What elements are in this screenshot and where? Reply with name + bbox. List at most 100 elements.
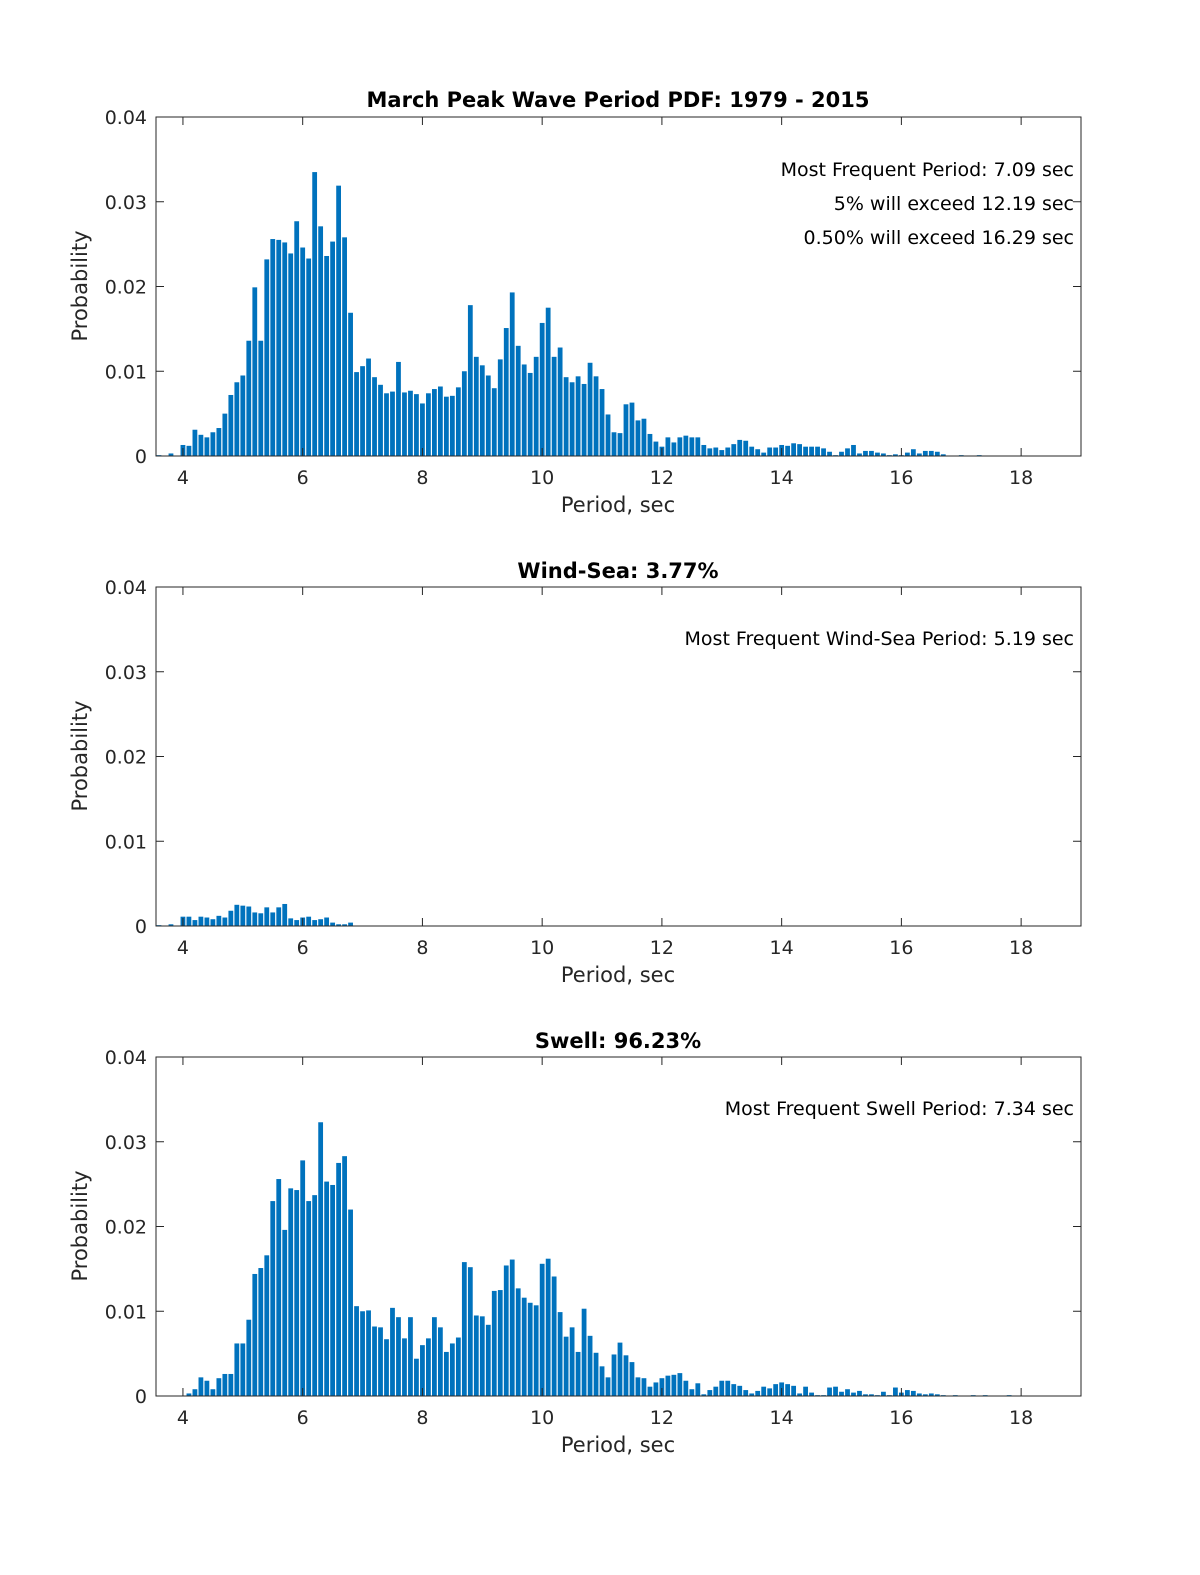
bar [725,1380,731,1396]
bar [360,1311,365,1396]
bar [228,910,234,926]
y-tick-label: 0.03 [105,662,147,684]
bar [916,453,922,456]
bar [587,1335,593,1396]
bar [707,1390,713,1396]
y-tick-label: 0.03 [105,192,147,214]
x-tick-label: 4 [177,1407,189,1429]
bar [533,356,539,456]
y-axis-label: Probability [68,230,92,341]
bar [467,1267,473,1396]
bar-series [156,903,353,926]
bar [294,221,300,456]
bar [402,1338,407,1396]
bar [240,905,246,926]
bar [348,312,353,456]
bar [719,1380,725,1396]
x-tick-label: 6 [297,1407,309,1429]
chart-title: Swell: 96.23% [535,1029,701,1053]
bar [276,239,282,456]
bar [252,1273,258,1396]
bar [378,1327,383,1396]
y-tick-label: 0.03 [105,1132,147,1154]
bar [414,394,419,456]
bar [300,247,306,456]
bar [827,1387,832,1396]
bar [228,394,234,456]
y-tick-labels: 0 0.01 0.02 0.03 0.04 [105,1047,147,1408]
bar [222,917,228,926]
bar [258,340,264,456]
bar [497,359,503,456]
y-tick-label: 0.04 [105,1047,147,1069]
bar [719,450,725,456]
bar [306,916,312,926]
bar [904,1390,910,1396]
bar [922,1394,928,1396]
bar [611,432,617,456]
x-tick-label: 6 [297,467,309,489]
bar [677,437,683,456]
bar [437,1327,443,1396]
bar [408,1317,413,1396]
bar [617,1342,623,1396]
bar [881,453,886,456]
bar [659,1378,665,1396]
bar [288,253,294,456]
bar [491,1290,497,1396]
bar [330,1184,336,1396]
bar [725,447,731,456]
bar [557,347,563,456]
bar [420,1345,425,1396]
bar [426,1338,431,1396]
y-tick-label: 0 [135,916,147,938]
bar [893,454,898,456]
bar [461,1262,467,1396]
bar [443,1351,449,1396]
bar [198,434,204,456]
chart-title: Wind-Sea: 3.77% [517,559,718,583]
bar [198,916,204,926]
x-tick-label: 18 [1009,467,1033,489]
bar [677,1373,683,1396]
x-tick-label: 12 [650,937,674,959]
bar [743,1390,749,1396]
bar [791,443,797,456]
bar [240,375,246,456]
bar [288,918,294,926]
y-tick-label: 0 [135,446,147,468]
chart-panel-swell: Swell: 96.23% 4 6 8 10 12 14 16 18 0 0.01 0.02 0.0… [68,1029,1082,1457]
bar [252,287,258,456]
bar [713,1386,719,1396]
bar [473,356,479,456]
bar [701,444,707,456]
bar [330,922,336,926]
bar [593,376,599,456]
bar [186,1393,192,1396]
axis-ticks [156,1056,1081,1397]
bar [497,1290,503,1396]
bar [186,916,192,926]
bar [617,433,623,456]
bar [581,1308,587,1396]
bar [246,1319,252,1396]
bar [761,1386,767,1396]
bar [767,1388,773,1396]
bar [833,1386,838,1396]
bar [653,1382,659,1396]
bar [563,1336,569,1396]
bar [593,1352,599,1396]
bar [665,437,671,456]
bar [258,913,264,926]
bar [473,1315,479,1396]
bar [563,377,569,456]
bar-series [156,172,982,457]
bar [785,1384,791,1396]
bar [515,1288,521,1396]
bar [240,1343,246,1396]
bar [821,448,826,456]
bar [276,1179,282,1396]
bar [503,1265,509,1396]
x-tick-label: 18 [1009,937,1033,959]
x-tick-label: 18 [1009,1407,1033,1429]
